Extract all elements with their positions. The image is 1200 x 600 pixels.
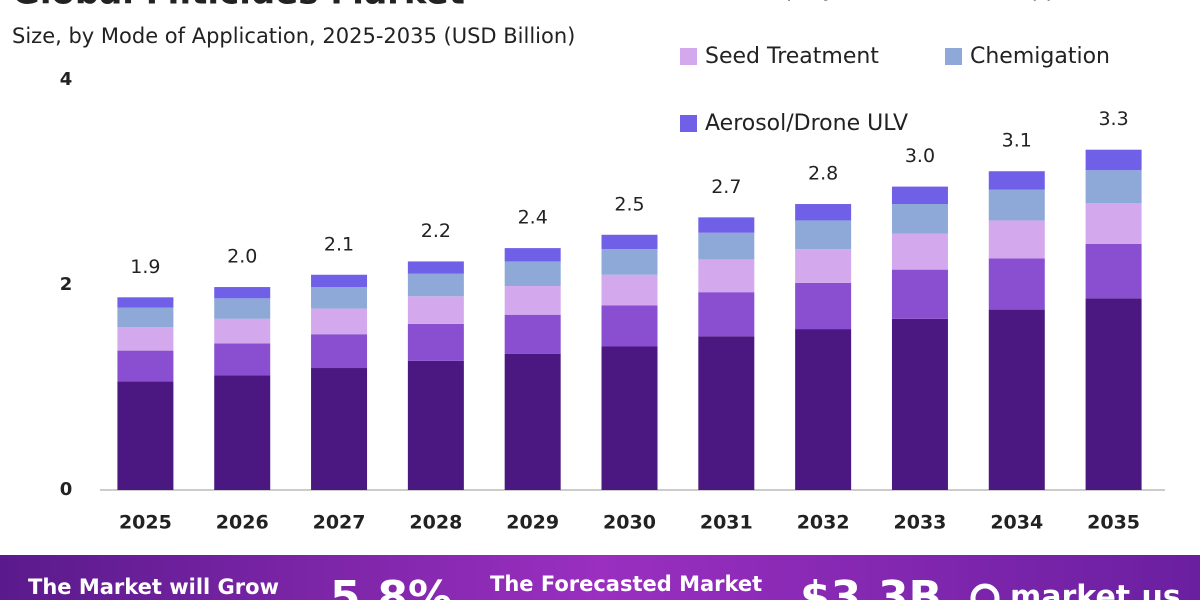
bar-segment — [214, 287, 271, 299]
x-tick-label: 2033 — [894, 512, 947, 534]
bar-segment — [311, 334, 368, 369]
legend-label: Seed Treatment — [705, 44, 879, 69]
banner-cagr: 5.8% — [330, 572, 452, 600]
bar-segment — [504, 314, 561, 354]
bar-segment — [1085, 203, 1142, 244]
bar-segment — [407, 273, 464, 297]
x-tick-label: 2027 — [313, 512, 366, 534]
x-tick-label: 2030 — [603, 512, 656, 534]
bar-segment — [795, 204, 852, 221]
bar-segment — [795, 329, 852, 490]
bar-segment — [407, 261, 464, 274]
bar-segment — [988, 220, 1045, 259]
legend-label: Foliar Spray — [705, 0, 836, 2]
x-tick-label: 2028 — [409, 512, 462, 534]
y-tick-label: 0 — [60, 479, 73, 500]
x-tick-label: 2032 — [797, 512, 850, 534]
bar-segment — [1085, 149, 1142, 171]
x-tick-label: 2025 — [119, 512, 172, 534]
total-label: 2.0 — [227, 246, 257, 268]
banner-value: $3.3B — [800, 572, 942, 600]
y-tick-label: 2 — [60, 274, 73, 295]
bar-segment — [988, 189, 1045, 221]
bar-segment — [988, 171, 1045, 190]
bar-segment — [214, 343, 271, 376]
y-tick-label: 4 — [60, 69, 73, 90]
legend-swatch — [680, 48, 697, 65]
legend-swatch — [680, 115, 697, 132]
banner — [0, 555, 1200, 600]
bar-segment — [1085, 298, 1142, 490]
banner-text: The Market will Grow — [28, 575, 279, 599]
bar-segment — [988, 309, 1045, 490]
bar-segment — [504, 248, 561, 262]
legend-swatch — [945, 48, 962, 65]
bar-segment — [795, 220, 852, 250]
bar-segment — [891, 204, 948, 234]
bar-segment — [601, 234, 658, 250]
bar-segment — [311, 287, 368, 309]
total-label: 3.3 — [1098, 108, 1128, 130]
banner-text: The Forecasted Market — [490, 572, 762, 596]
bar-segment — [601, 305, 658, 347]
bar-segment — [1085, 170, 1142, 203]
x-tick-label: 2034 — [990, 512, 1043, 534]
legend-label: Aerosol/Drone ULV — [705, 111, 908, 136]
bar-segment — [214, 375, 271, 490]
total-label: 2.5 — [614, 193, 644, 215]
x-tick-label: 2029 — [506, 512, 559, 534]
bar-segment — [117, 297, 174, 308]
x-tick-label: 2026 — [216, 512, 269, 534]
bar-segment — [407, 360, 464, 490]
bar-segment — [795, 282, 852, 330]
bar-segment — [601, 346, 658, 490]
bar-segment — [601, 274, 658, 306]
bar-segment — [117, 307, 174, 328]
bar-segment — [311, 308, 368, 335]
bar-segment — [407, 296, 464, 324]
bar-segment — [698, 232, 755, 260]
bar-segment — [891, 269, 948, 319]
bar-segment — [407, 323, 464, 361]
total-label: 2.4 — [518, 207, 548, 229]
bar-segment — [601, 249, 658, 275]
legend-label: Chemigation — [970, 44, 1110, 69]
bar-segment — [698, 259, 755, 293]
bar-segment — [698, 292, 755, 337]
x-tick-label: 2031 — [700, 512, 753, 534]
total-label: 2.2 — [421, 220, 451, 242]
brand-logo — [970, 583, 1000, 600]
total-label: 2.1 — [324, 233, 354, 255]
bar-segment — [1085, 244, 1142, 299]
bar-segment — [311, 274, 368, 288]
bar-segment — [214, 298, 271, 319]
brand: market.us — [1010, 580, 1181, 600]
bar-segment — [504, 353, 561, 490]
bar-segment — [891, 233, 948, 270]
x-tick-label: 2035 — [1087, 512, 1140, 534]
bar-segment — [891, 318, 948, 490]
total-label: 3.1 — [1002, 130, 1032, 152]
total-label: 2.7 — [711, 176, 741, 198]
bar-segment — [117, 350, 174, 382]
total-label: 1.9 — [130, 256, 160, 278]
bar-segment — [988, 258, 1045, 310]
bar-segment — [214, 318, 271, 344]
bar-segment — [795, 249, 852, 283]
bar-segment — [504, 261, 561, 287]
bar-segment — [311, 368, 368, 490]
chart-subtitle: Size, by Mode of Application, 2025-2035 … — [12, 24, 575, 48]
bar-segment — [891, 186, 948, 205]
total-label: 3.0 — [905, 145, 935, 167]
bar-segment — [117, 327, 174, 351]
total-label: 2.8 — [808, 163, 838, 185]
bar-segment — [698, 336, 755, 490]
chart-title: Global Miticides Market — [12, 0, 465, 13]
legend-label: Soil Application — [970, 0, 1140, 2]
bar-segment — [504, 286, 561, 315]
bar-segment — [698, 217, 755, 233]
bar-segment — [117, 381, 174, 490]
